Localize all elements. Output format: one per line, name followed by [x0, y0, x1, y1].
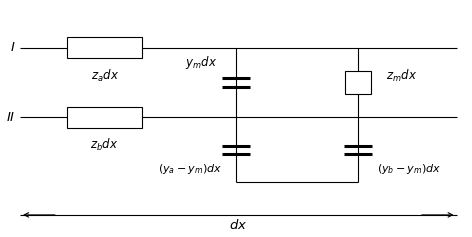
Bar — [67, 107, 142, 128]
Text: $y_m dx$: $y_m dx$ — [185, 54, 217, 71]
Bar — [67, 37, 142, 58]
Text: $(y_b - y_m)dx$: $(y_b - y_m)dx$ — [377, 162, 441, 176]
Text: $z_a dx$: $z_a dx$ — [91, 68, 118, 84]
Bar — [345, 71, 371, 94]
Text: $z_m dx$: $z_m dx$ — [386, 68, 417, 84]
Text: $z_b dx$: $z_b dx$ — [91, 137, 119, 153]
Text: $I$: $I$ — [10, 41, 16, 54]
Text: $(y_a - y_m)dx$: $(y_a - y_m)dx$ — [158, 162, 222, 176]
Text: $II$: $II$ — [6, 111, 16, 124]
Text: $dx$: $dx$ — [229, 218, 247, 232]
